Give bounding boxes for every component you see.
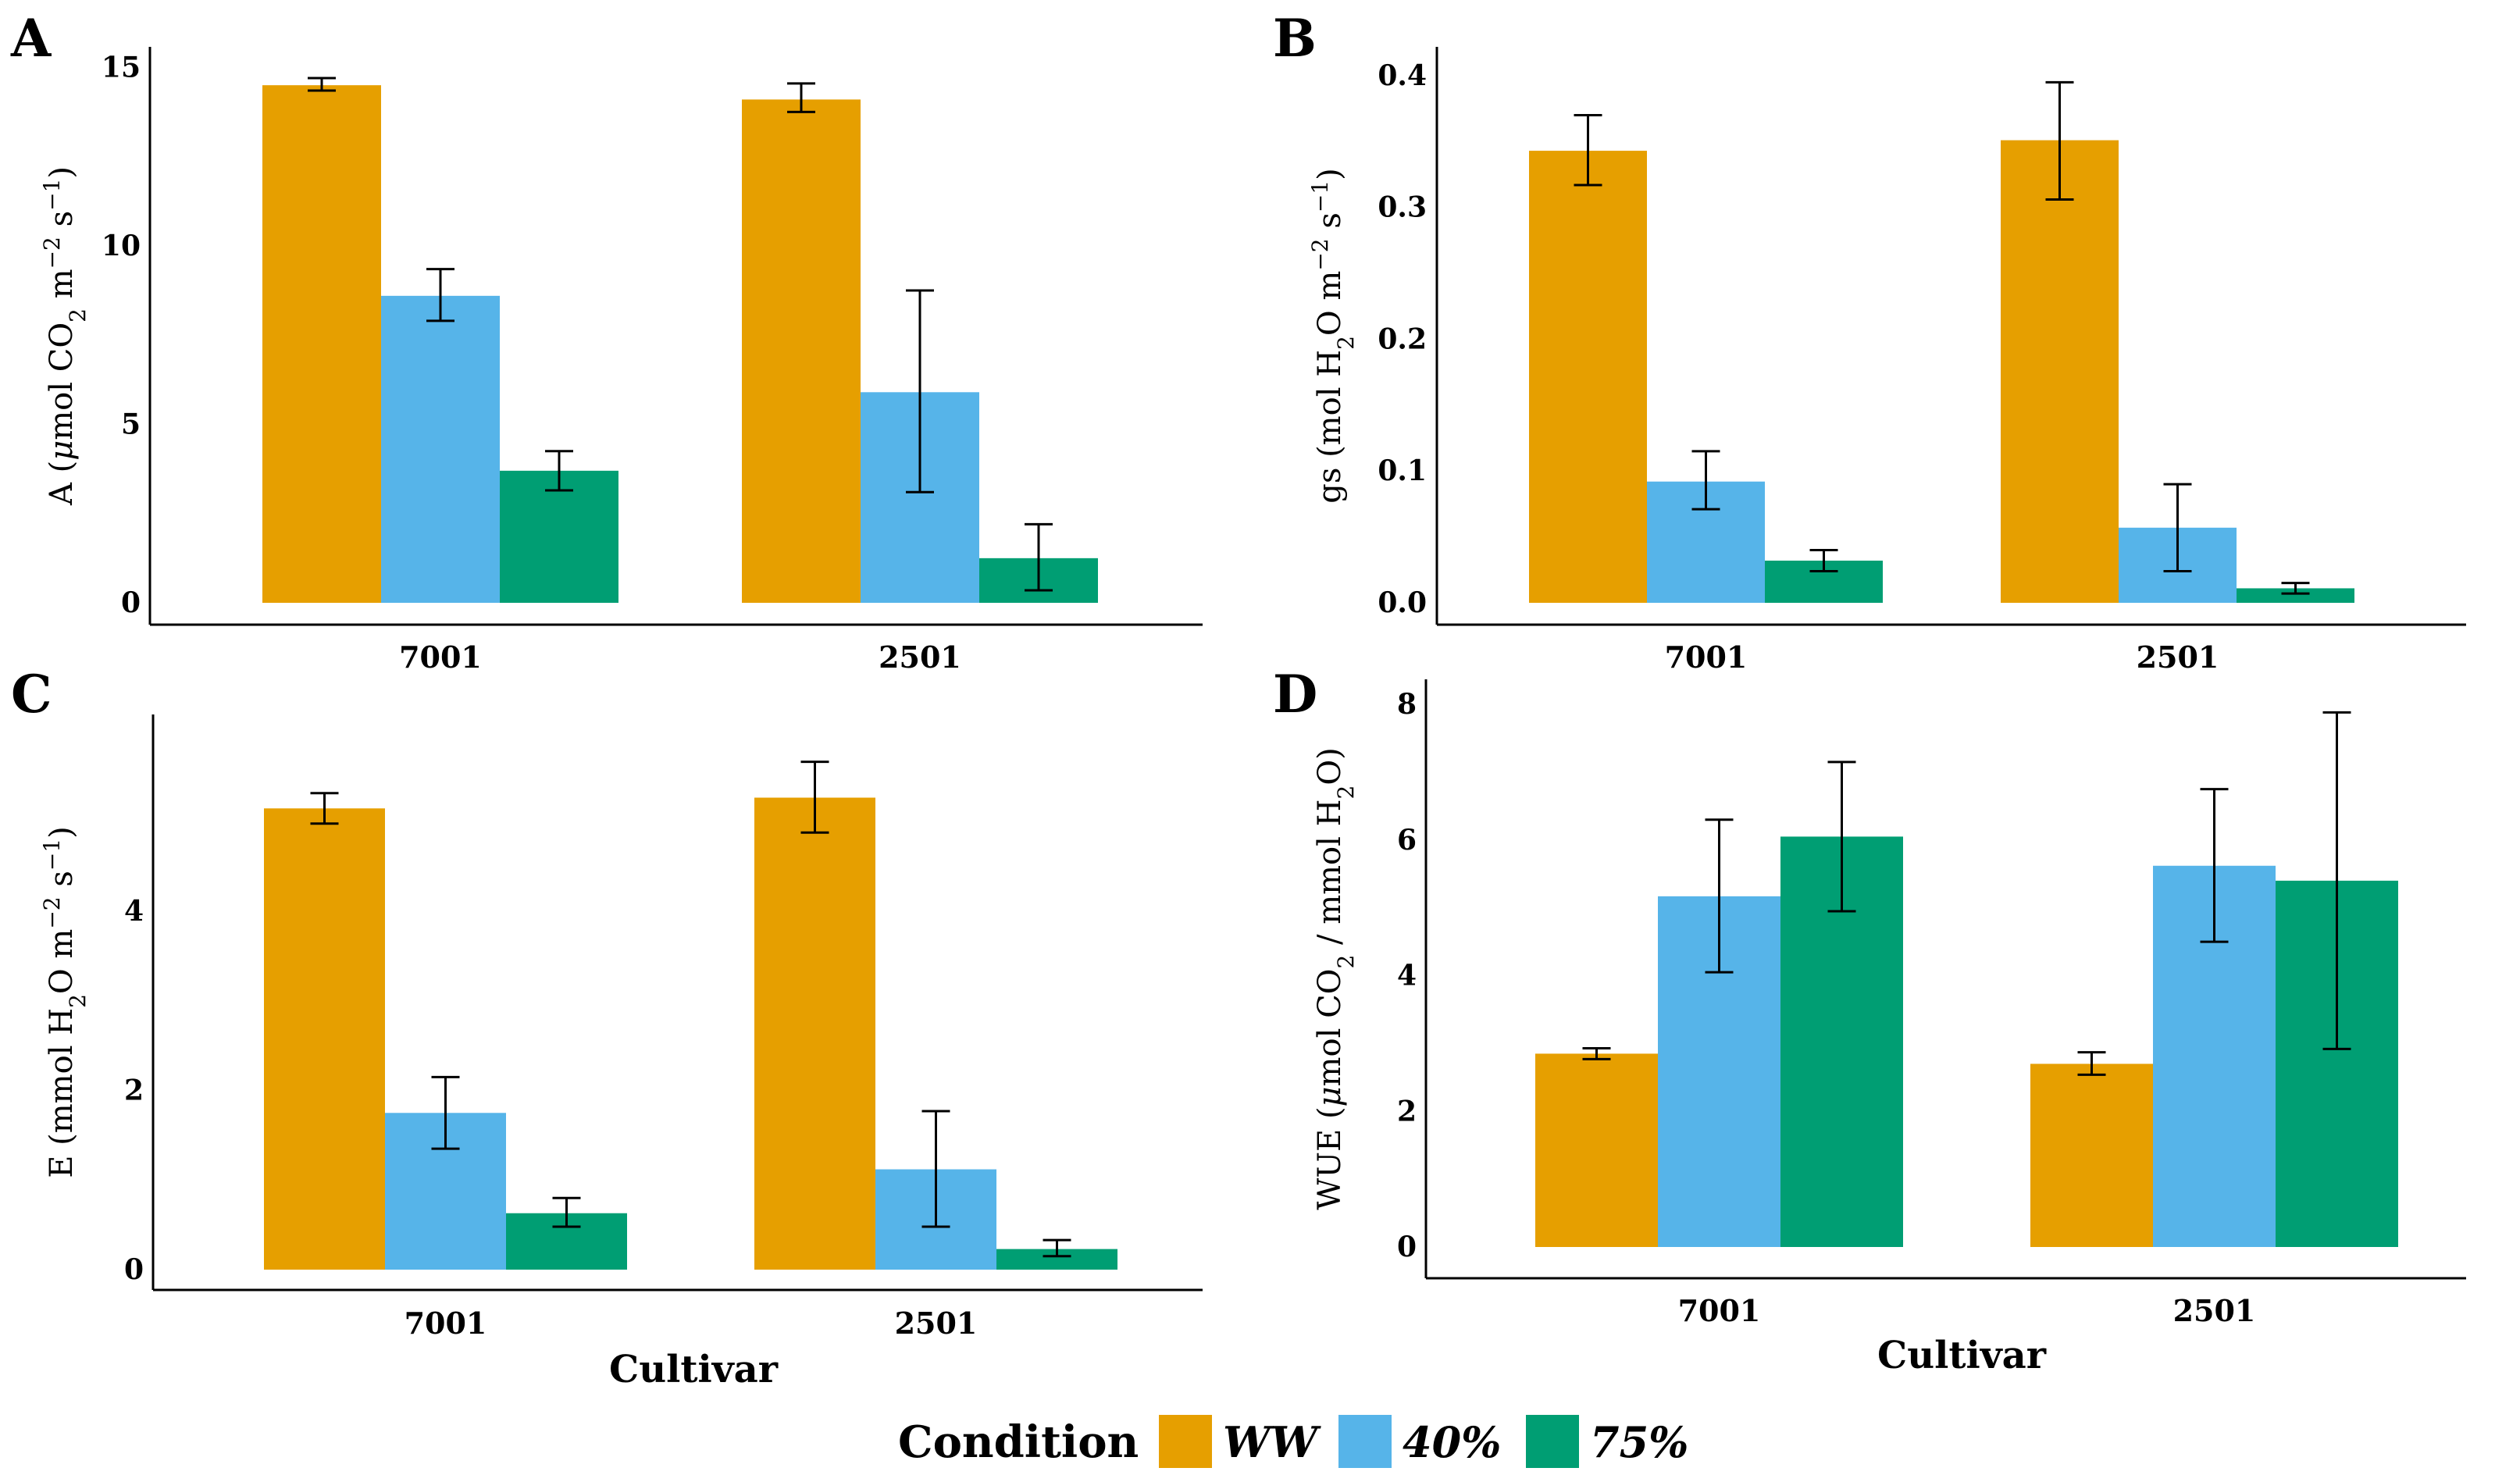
legend-label-ww: WW (1223, 1417, 1322, 1467)
error-bar (310, 792, 339, 825)
y-tick-label: 4 (124, 895, 144, 928)
error-bar (1691, 450, 1720, 511)
panel-b: B 0.0 0.1 0.2 0.3 0.4 7001 2501 gs (mol H2O m−2 … (1273, 8, 2466, 675)
panel-letter-d: D (1273, 664, 1317, 725)
legend-swatch-75pct (1526, 1415, 1579, 1468)
bar-75pct-2501 (2237, 588, 2354, 603)
error-bar (2077, 1051, 2106, 1076)
x-axis-title: Cultivar (609, 1348, 779, 1391)
panel-c: C 0 2 4 7001 2501 E (mmol H2O m−2 s−1) Cultivar (11, 664, 1203, 1391)
y-tick-label: 0.3 (1378, 191, 1427, 224)
y-tick-label: 0 (121, 586, 141, 619)
y-tick-label: 10 (102, 230, 141, 262)
y-tick-label: 15 (102, 51, 141, 84)
error-bar (1809, 548, 1838, 572)
error-bar (1574, 114, 1602, 187)
error-bar (1705, 818, 1734, 974)
y-axis-label: gs (mol H2O m−2 s−1) (1307, 168, 1359, 504)
legend-title: Condition (898, 1416, 1139, 1468)
y-tick-label: 0 (124, 1253, 144, 1286)
legend-swatch-ww (1159, 1415, 1212, 1468)
bar-ww-2501 (742, 99, 861, 603)
y-tick-label: 8 (1397, 688, 1417, 721)
error-bar (2045, 80, 2074, 201)
error-bar (431, 1075, 460, 1150)
y-tick-label: 2 (1397, 1095, 1417, 1128)
error-bar (800, 761, 829, 834)
x-tick-label-7001: 7001 (405, 1306, 487, 1341)
error-bar (308, 77, 336, 92)
panel-letter-b: B (1273, 8, 1317, 69)
error-bar (1827, 761, 1856, 913)
y-tick-label: 0.2 (1378, 322, 1427, 355)
error-bar (921, 1110, 950, 1228)
legend-label-75pct: 75% (1590, 1417, 1688, 1467)
error-bar (1043, 1238, 1071, 1258)
error-bar (1025, 522, 1053, 592)
panel-a: A 0 5 10 15 7001 2501 A (μmol CO2 m−2 s−1) (10, 8, 1203, 675)
error-bar (2281, 582, 2310, 595)
y-tick-label: 2 (124, 1074, 144, 1107)
error-bar (2200, 788, 2229, 943)
error-bar (426, 268, 454, 322)
error-bar (787, 82, 815, 113)
bar-ww-2501 (754, 797, 875, 1270)
error-bar (2322, 711, 2351, 1050)
y-tick-label: 0 (1397, 1231, 1417, 1263)
error-bar (2163, 483, 2192, 572)
error-bar (552, 1196, 581, 1228)
legend-label-40pct: 40% (1403, 1417, 1501, 1467)
x-axis-title: Cultivar (1877, 1334, 2047, 1377)
y-axis-label: E (mmol H2O m−2 s−1) (39, 826, 91, 1178)
error-bar (1582, 1046, 1611, 1060)
y-axis-label: WUE (μmol CO2 / mmol H2O) (1312, 747, 1359, 1210)
bar-ww-7001 (264, 808, 385, 1270)
panel-letter-c: C (11, 664, 52, 725)
y-tick-label: 0.1 (1378, 454, 1427, 487)
y-axis-label: A (μmol CO2 m−2 s−1) (39, 166, 91, 506)
y-tick-label: 6 (1397, 824, 1417, 857)
legend-swatch-40pct (1338, 1415, 1392, 1468)
panel-letter-a: A (10, 8, 52, 69)
bar-ww-7001 (1535, 1053, 1658, 1247)
x-tick-label-2501: 2501 (2173, 1293, 2256, 1328)
y-tick-label: 5 (121, 408, 141, 440)
y-tick-label: 0.4 (1378, 59, 1427, 92)
y-tick-label: 0.0 (1378, 586, 1427, 619)
bar-75pct-7001 (500, 470, 618, 603)
x-tick-label-7001: 7001 (1678, 1293, 1761, 1328)
x-tick-label-2501: 2501 (2137, 640, 2219, 675)
bar-ww-7001 (1529, 151, 1647, 603)
x-tick-label-2501: 2501 (879, 640, 961, 675)
panel-d: D 0 2 4 6 8 7001 2501 WUE (μmol CO2 / mmol H2O) C… (1273, 664, 2466, 1377)
x-tick-label-7001: 7001 (1665, 640, 1748, 675)
bar-ww-7001 (262, 85, 381, 603)
error-bar (906, 289, 934, 493)
x-tick-label-7001: 7001 (399, 640, 482, 675)
bar-40pct-7001 (381, 295, 500, 603)
x-tick-label-2501: 2501 (895, 1306, 978, 1341)
bar-ww-2501 (2030, 1063, 2153, 1247)
y-tick-label: 4 (1397, 960, 1417, 992)
legend: Condition WW 40% 75% (898, 1415, 1688, 1468)
error-bar (545, 450, 573, 492)
bar-ww-2501 (2001, 140, 2119, 603)
panels-group: A 0 5 10 15 7001 2501 A (μmol CO2 m−2 s−1) B 0.0 0… (10, 8, 2466, 1391)
